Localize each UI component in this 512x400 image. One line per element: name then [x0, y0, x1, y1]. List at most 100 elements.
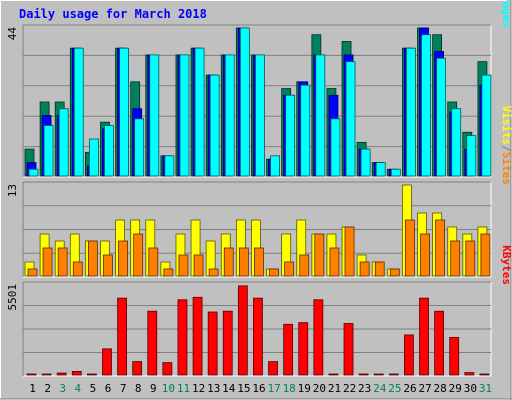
- panel-volume-scale-label: 5501: [6, 284, 19, 311]
- bar-kbytes-day-16: [253, 297, 263, 376]
- bar-kbytes-day-6: [102, 348, 112, 376]
- panel-volume-legend: KBytes: [500, 245, 512, 285]
- bar-kbytes-day-4: [71, 371, 82, 376]
- bar-sites-day-29: [450, 240, 461, 277]
- legend-entry: Sites: [500, 152, 512, 185]
- x-tick-label-day-6: 6: [105, 382, 112, 395]
- panel-visitors: 13 Visits/Sites: [6, 106, 512, 278]
- bar-pages-day-18: [285, 94, 296, 177]
- x-tick-label-day-9: 9: [150, 382, 157, 395]
- x-tick-label-day-18: 18: [283, 382, 296, 395]
- bar-sites-day-2: [42, 247, 53, 277]
- x-tick-label-day-5: 5: [90, 382, 97, 395]
- bar-pages-day-21: [330, 118, 341, 177]
- bar-sites-day-30: [465, 240, 476, 277]
- bar-pages-day-30: [466, 135, 477, 177]
- bar-kbytes-day-23: [358, 373, 369, 376]
- bar-sites-day-14: [223, 247, 234, 277]
- bar-pages-day-20: [315, 54, 326, 177]
- bar-sites-day-12: [193, 254, 204, 277]
- bar-kbytes-day-15: [237, 285, 248, 376]
- panel-usage: 44 Hits/Files/Pages: [6, 0, 512, 178]
- panel-visitors-legend: Visits/Sites: [500, 106, 512, 186]
- bar-sites-day-24: [374, 261, 385, 277]
- bar-kbytes-day-26: [404, 334, 414, 376]
- x-tick-label-day-10: 10: [162, 382, 175, 395]
- bar-sites-day-31: [480, 233, 491, 277]
- x-tick-label-day-28: 28: [434, 382, 447, 395]
- bar-pages-day-12: [194, 47, 205, 177]
- bar-sites-day-8: [133, 233, 144, 277]
- x-tick-label-day-13: 13: [207, 382, 220, 395]
- bar-kbytes-day-1: [26, 373, 37, 376]
- x-tick-label-day-8: 8: [135, 382, 142, 395]
- bar-pages-day-31: [481, 74, 492, 177]
- x-tick-label-day-29: 29: [449, 382, 462, 395]
- legend-entry: Visits: [500, 106, 512, 146]
- x-tick-label-day-11: 11: [177, 382, 190, 395]
- bar-pages-day-29: [451, 108, 462, 177]
- x-tick-label-day-1: 1: [29, 382, 36, 395]
- bar-sites-day-18: [284, 261, 295, 277]
- bar-pages-day-23: [360, 148, 371, 177]
- bar-pages-day-10: [164, 155, 175, 177]
- x-tick-label-day-14: 14: [222, 382, 236, 395]
- chart-panels: 44 Hits/Files/Pages 13 Visits/Sites 5501 KByt…: [6, 0, 512, 377]
- bar-pages-day-13: [209, 74, 220, 177]
- bar-kbytes-day-3: [56, 372, 67, 376]
- bar-sites-day-23: [359, 261, 370, 277]
- bar-kbytes-day-25: [388, 373, 399, 376]
- bar-pages-day-2: [43, 125, 54, 177]
- bar-kbytes-day-14: [222, 310, 233, 376]
- x-tick-label-day-7: 7: [120, 382, 127, 395]
- bar-pages-day-24: [375, 162, 386, 177]
- bar-kbytes-day-7: [117, 297, 127, 376]
- bar-kbytes-day-12: [192, 296, 203, 376]
- bar-sites-day-5: [87, 240, 98, 277]
- bar-sites-day-25: [389, 268, 400, 277]
- bar-sites-day-11: [178, 254, 189, 277]
- bar-sites-day-27: [420, 233, 430, 277]
- x-tick-label-day-19: 19: [298, 382, 311, 395]
- x-tick-label-day-16: 16: [252, 382, 265, 395]
- bar-sites-day-19: [299, 254, 310, 277]
- x-tick-label-day-27: 27: [418, 382, 431, 395]
- bar-kbytes-day-30: [464, 372, 475, 376]
- x-tick-label-day-22: 22: [343, 382, 356, 395]
- bar-kbytes-day-11: [177, 299, 188, 376]
- x-tick-label-day-30: 30: [464, 382, 477, 395]
- x-tick-label-day-17: 17: [267, 382, 280, 395]
- bar-kbytes-day-5: [86, 373, 97, 376]
- x-axis-day-labels: 1 2 3 4 5 6 7 8 9 10 11 12 13 14 15 16 17 18 19 20 21 22 23 24 2…: [29, 382, 492, 395]
- x-tick-label-day-3: 3: [59, 382, 66, 395]
- bar-kbytes-day-17: [268, 361, 278, 376]
- x-tick-label-day-23: 23: [358, 382, 371, 395]
- bar-kbytes-day-18: [283, 323, 294, 376]
- bar-kbytes-day-13: [207, 311, 218, 376]
- bar-kbytes-day-10: [162, 362, 173, 376]
- bar-pages-day-7: [119, 47, 129, 177]
- bar-sites-day-9: [148, 247, 159, 277]
- panel-volume: 5501 KBytes: [6, 245, 512, 377]
- bar-kbytes-day-27: [419, 297, 429, 376]
- bar-pages-day-16: [255, 54, 265, 177]
- bar-sites-day-15: [238, 247, 249, 277]
- x-tick-label-day-31: 31: [479, 382, 492, 395]
- bar-kbytes-day-9: [147, 310, 158, 376]
- bar-pages-day-19: [300, 84, 311, 177]
- bar-kbytes-day-28: [434, 310, 445, 376]
- bar-kbytes-day-21: [328, 373, 339, 376]
- bar-pages-day-15: [239, 27, 250, 177]
- bar-sites-day-22: [344, 226, 355, 277]
- bar-pages-day-26: [406, 47, 416, 177]
- x-tick-label-day-20: 20: [313, 382, 326, 395]
- x-tick-label-day-26: 26: [403, 382, 416, 395]
- bar-pages-day-11: [179, 54, 190, 177]
- bar-kbytes-day-2: [41, 373, 52, 376]
- bar-pages-day-17: [270, 155, 280, 177]
- chart-title: Daily usage for March 2018: [19, 7, 207, 21]
- bar-sites-day-26: [405, 219, 415, 277]
- bar-pages-day-5: [88, 138, 99, 177]
- panel-visitors-scale-label: 13: [6, 184, 19, 197]
